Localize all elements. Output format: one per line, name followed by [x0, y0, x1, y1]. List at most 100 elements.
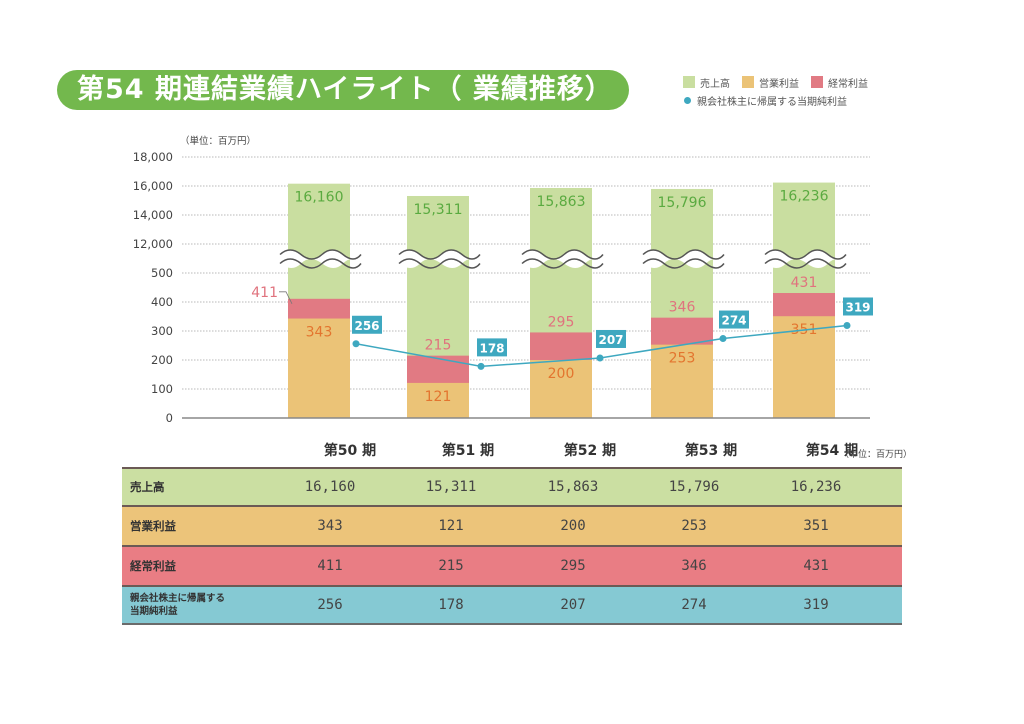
axis-break-line	[279, 249, 362, 260]
axis-break-line	[642, 249, 725, 260]
y-tick-label: 500	[151, 266, 173, 280]
data-label-box-net-income	[596, 329, 626, 348]
axis-break-line	[764, 249, 847, 260]
legend-item-operating-income: 営業利益	[742, 75, 799, 90]
table-cell: 343	[317, 518, 343, 534]
table-header-cell: 第51 期	[441, 443, 495, 459]
point-net-income	[352, 340, 360, 348]
chart-svg: 0 100 200 300 400 500 12,000 14,000 16,000 18,000…	[133, 150, 873, 425]
y-tick-label: 12,000	[133, 237, 173, 251]
table-cell: 411	[317, 558, 343, 574]
page-title: 第54 期連結業績ハイライト（ 業績推移）	[77, 74, 613, 105]
axis-break-line	[642, 258, 725, 269]
data-label-box-net-income	[352, 315, 382, 334]
chart-legend: 売上高 営業利益 経常利益 親会社株主に帰属する当期純利益	[683, 73, 880, 109]
data-label-operating-income: 343	[306, 325, 333, 341]
data-label-ordinary-income: 346	[669, 300, 696, 316]
y-tick-label: 300	[151, 324, 173, 338]
table-cell: 121	[438, 518, 464, 534]
table-header-cell: 第50 期	[323, 443, 377, 459]
table-cell: 215	[438, 558, 464, 574]
point-net-income	[596, 354, 604, 362]
table-cell: 16,160	[304, 479, 356, 495]
axis-break-line	[279, 258, 362, 269]
data-label-net-income: 256	[354, 319, 379, 333]
table-row-net-income: 親会社株主に帰属する 当期純利益 256 178 207 274 319	[122, 585, 902, 625]
bar-operating-income	[530, 360, 592, 418]
table-cell: 178	[438, 597, 464, 613]
row-label: 親会社株主に帰属する 当期純利益	[130, 587, 225, 623]
legend-label: 経常利益	[828, 78, 868, 90]
table-cell: 319	[803, 597, 829, 613]
data-label-operating-income: 253	[669, 351, 696, 367]
table-row-sales: 売上高 16,160 15,311 15,863 15,796 16,236	[122, 467, 902, 505]
legend-item-net-income: 親会社株主に帰属する当期純利益	[683, 93, 847, 108]
table-cell: 274	[681, 597, 707, 613]
table-cell: 15,796	[668, 479, 720, 495]
axis-break-line	[764, 258, 847, 269]
table-header-cell: 第52 期	[563, 443, 617, 459]
y-tick-label: 400	[151, 295, 173, 309]
table-cell: 253	[681, 518, 707, 534]
data-label-box-net-income	[477, 338, 507, 357]
legend-label: 売上高	[700, 78, 730, 90]
row-label: 営業利益	[130, 519, 176, 533]
axis-break-line	[521, 249, 604, 260]
legend-item-sales: 売上高	[683, 75, 730, 90]
row-label-line2: 当期純利益	[130, 606, 178, 617]
results-table: 第50 期 第51 期 第52 期 第53 期 第54 期 （単位：百万円） 売…	[122, 440, 912, 625]
bar-operating-income	[288, 318, 350, 418]
legend-label: 親会社株主に帰属する当期純利益	[697, 96, 847, 108]
legend-label: 営業利益	[759, 78, 799, 90]
table-cell: 431	[803, 558, 829, 574]
table-row-operating-income: 営業利益 343 121 200 253 351	[122, 505, 902, 545]
y-tick-label: 16,000	[133, 179, 173, 193]
table-header-cell: 第54 期	[805, 443, 859, 459]
title-banner: 第54 期連結業績ハイライト（ 業績推移）	[57, 70, 629, 110]
table-cell: 256	[317, 597, 343, 613]
y-tick-label: 14,000	[133, 208, 173, 222]
data-label-box-net-income	[843, 297, 873, 316]
table-cell: 15,311	[425, 479, 477, 495]
legend-dot-net-income	[684, 96, 691, 104]
axis-break-line	[398, 258, 481, 269]
point-net-income	[477, 362, 485, 370]
table-cell: 346	[681, 558, 707, 574]
axis-break-line	[398, 249, 481, 260]
table-cell: 351	[803, 518, 829, 534]
axis-break-line	[521, 258, 604, 269]
data-label-net-income: 178	[479, 341, 504, 355]
data-label-sales: 15,311	[414, 202, 463, 218]
data-label-operating-income: 121	[425, 389, 452, 405]
point-net-income	[843, 321, 851, 329]
row-label: 経常利益	[130, 559, 176, 573]
data-label-ordinary-income: 295	[548, 314, 575, 330]
data-label-sales: 16,160	[295, 190, 344, 206]
point-net-income	[719, 335, 727, 343]
table-cell: 15,863	[547, 479, 599, 495]
table-header: 第50 期 第51 期 第52 期 第53 期 第54 期 （単位：百万円）	[122, 440, 912, 467]
data-label-ordinary-income: 431	[791, 275, 818, 291]
data-label-net-income: 319	[845, 300, 870, 314]
chart-unit-label: （単位：百万円）	[180, 136, 257, 147]
data-label-sales: 15,863	[537, 194, 586, 210]
bar-operating-income	[407, 382, 469, 418]
data-label-ordinary-income: 215	[425, 338, 452, 354]
table-cell: 16,236	[790, 479, 842, 495]
data-label-operating-income: 200	[548, 366, 575, 382]
table-row-ordinary-income: 経常利益 411 215 295 346 431	[122, 545, 902, 585]
y-tick-label: 18,000	[133, 150, 173, 164]
bar-operating-income	[773, 316, 835, 418]
leader-line	[279, 291, 293, 304]
y-tick-label: 100	[151, 382, 173, 396]
legend-swatch-ordinary-income	[811, 76, 823, 88]
y-tick-label: 0	[166, 411, 173, 425]
data-label-sales: 16,236	[780, 189, 829, 205]
legend-swatch-operating-income	[742, 76, 754, 88]
legend-swatch-sales	[683, 76, 695, 88]
data-label-net-income: 274	[721, 314, 746, 328]
table-cell: 207	[560, 597, 586, 613]
data-label-box-net-income	[719, 310, 749, 329]
data-label-sales: 15,796	[658, 195, 707, 211]
data-label-ordinary-income: 411	[251, 285, 278, 301]
